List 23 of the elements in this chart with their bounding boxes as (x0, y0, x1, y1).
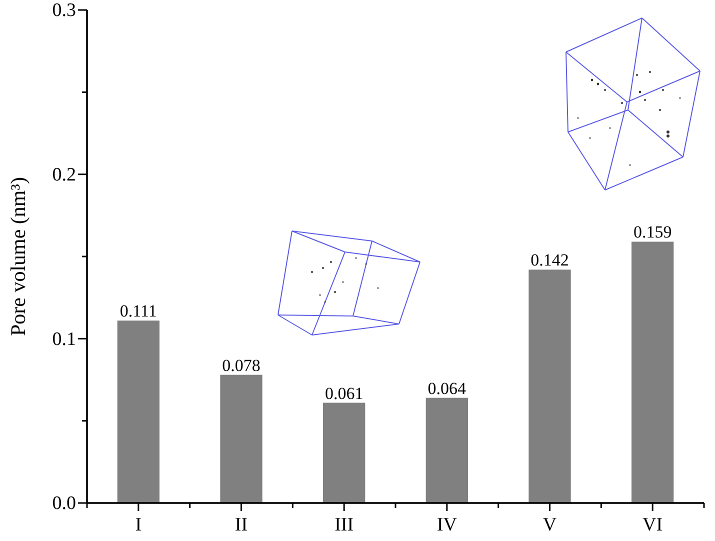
x-tick-label: III (334, 514, 354, 536)
data-label: 0.111 (120, 302, 157, 321)
y-tick-label: 0.0 (52, 493, 76, 514)
data-label: 0.061 (324, 384, 364, 403)
bar (220, 374, 262, 503)
x-tick-label: VI (642, 514, 663, 536)
y-tick-label: 0.3 (52, 0, 76, 22)
x-tick-label: IV (436, 514, 458, 536)
data-label: 0.078 (222, 356, 260, 375)
data-label: 0.064 (428, 378, 467, 398)
y-tick-label: 0.2 (52, 164, 76, 186)
data-label: 0.142 (530, 250, 569, 270)
bar (426, 398, 468, 503)
bar (323, 402, 366, 503)
y-axis-title: Pore volume (nm³) (6, 176, 30, 336)
bar (528, 270, 571, 503)
data-label: 0.159 (633, 222, 672, 242)
x-tick-label: II (234, 514, 248, 536)
x-tick-label: V (542, 514, 557, 536)
bar (632, 242, 674, 503)
bar (117, 320, 160, 503)
y-tick-label: 0.1 (52, 328, 76, 350)
x-tick-label: I (135, 514, 142, 536)
